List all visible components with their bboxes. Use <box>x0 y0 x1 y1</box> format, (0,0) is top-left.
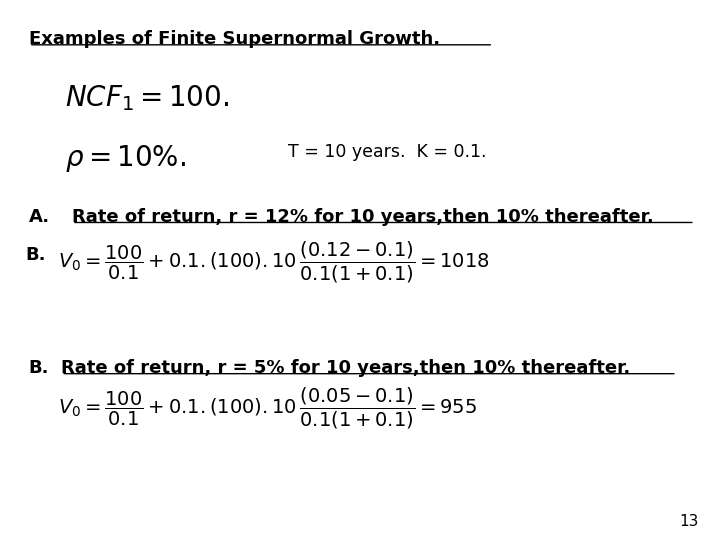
Text: $\rho = 10\%.$: $\rho = 10\%.$ <box>65 143 186 174</box>
Text: Rate of return, r = 12% for 10 years,then 10% thereafter.: Rate of return, r = 12% for 10 years,the… <box>72 208 654 226</box>
Text: B.: B. <box>29 359 49 377</box>
Text: B.: B. <box>25 246 45 264</box>
Text: Rate of return, r = 5% for 10 years,then 10% thereafter.: Rate of return, r = 5% for 10 years,then… <box>61 359 631 377</box>
Text: T = 10 years.  K = 0.1.: T = 10 years. K = 0.1. <box>288 143 487 161</box>
Text: $V_0 = \dfrac{100}{0.1}+0.1.(100).10\,\dfrac{(0.12-0.1)}{0.1(1+0.1)}=1018$: $V_0 = \dfrac{100}{0.1}+0.1.(100).10\,\d… <box>58 240 490 285</box>
Text: $V_0 = \dfrac{100}{0.1}+0.1.(100).10\,\dfrac{(0.05-0.1)}{0.1(1+0.1)}=955$: $V_0 = \dfrac{100}{0.1}+0.1.(100).10\,\d… <box>58 386 477 431</box>
Text: Examples of Finite Supernormal Growth.: Examples of Finite Supernormal Growth. <box>29 30 440 48</box>
Text: A.: A. <box>29 208 50 226</box>
Text: 13: 13 <box>679 514 698 529</box>
Text: $\mathit{NCF}_1 = 100.$: $\mathit{NCF}_1 = 100.$ <box>65 84 229 113</box>
